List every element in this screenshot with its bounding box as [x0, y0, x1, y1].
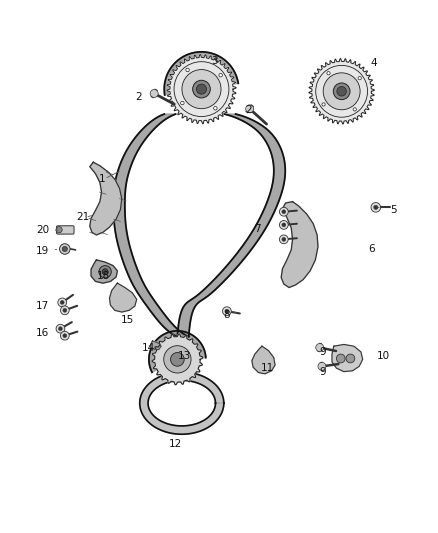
- Circle shape: [279, 235, 288, 244]
- Text: 3: 3: [211, 55, 218, 66]
- Polygon shape: [177, 114, 285, 336]
- Circle shape: [63, 334, 67, 338]
- Circle shape: [60, 244, 70, 254]
- Text: 15: 15: [120, 315, 134, 325]
- Circle shape: [60, 301, 64, 304]
- Circle shape: [323, 73, 360, 110]
- Circle shape: [279, 221, 288, 229]
- Circle shape: [371, 203, 381, 212]
- Polygon shape: [113, 114, 189, 336]
- Circle shape: [63, 308, 67, 312]
- Polygon shape: [110, 283, 137, 312]
- Text: 9: 9: [320, 347, 326, 357]
- Circle shape: [193, 80, 210, 98]
- Text: 19: 19: [36, 246, 49, 256]
- Text: 18: 18: [96, 271, 110, 281]
- Circle shape: [337, 86, 346, 96]
- Circle shape: [186, 68, 189, 72]
- Circle shape: [60, 306, 69, 314]
- Circle shape: [102, 269, 108, 275]
- Circle shape: [58, 298, 67, 307]
- Text: 6: 6: [368, 244, 374, 254]
- Text: 16: 16: [36, 328, 49, 338]
- Text: 10: 10: [377, 351, 390, 361]
- Circle shape: [180, 101, 184, 105]
- Circle shape: [219, 74, 223, 77]
- Circle shape: [56, 324, 65, 333]
- Polygon shape: [281, 201, 318, 287]
- Text: 14: 14: [142, 343, 155, 352]
- Circle shape: [322, 103, 325, 106]
- Polygon shape: [152, 334, 203, 385]
- Circle shape: [58, 327, 63, 330]
- Circle shape: [164, 346, 191, 373]
- Circle shape: [99, 265, 111, 278]
- Text: 4: 4: [370, 58, 377, 68]
- Circle shape: [182, 70, 221, 109]
- Circle shape: [282, 210, 286, 214]
- Polygon shape: [149, 331, 206, 372]
- Polygon shape: [90, 162, 122, 235]
- Circle shape: [62, 246, 67, 252]
- Text: 20: 20: [36, 225, 49, 235]
- Circle shape: [336, 354, 345, 363]
- Text: 13: 13: [177, 351, 191, 361]
- Circle shape: [346, 354, 355, 363]
- Circle shape: [282, 237, 286, 241]
- Circle shape: [358, 77, 361, 80]
- Circle shape: [56, 227, 62, 233]
- Text: 7: 7: [254, 224, 261, 235]
- Polygon shape: [309, 59, 374, 124]
- Text: 1: 1: [99, 174, 105, 184]
- Circle shape: [282, 223, 286, 227]
- Polygon shape: [252, 346, 275, 374]
- Circle shape: [246, 105, 254, 113]
- Text: 17: 17: [36, 301, 49, 311]
- Circle shape: [196, 84, 207, 94]
- Circle shape: [316, 344, 324, 352]
- Circle shape: [170, 352, 184, 366]
- Text: 2: 2: [136, 92, 142, 102]
- Circle shape: [60, 332, 69, 340]
- Polygon shape: [167, 54, 236, 124]
- Text: 9: 9: [320, 367, 326, 377]
- Circle shape: [150, 90, 158, 98]
- Circle shape: [318, 362, 326, 370]
- Circle shape: [333, 83, 350, 100]
- Text: 11: 11: [261, 363, 274, 373]
- Text: 2: 2: [245, 104, 252, 115]
- Circle shape: [279, 207, 288, 216]
- FancyBboxPatch shape: [57, 226, 74, 234]
- Circle shape: [353, 108, 357, 111]
- Polygon shape: [164, 52, 238, 95]
- Text: 8: 8: [223, 310, 230, 320]
- Circle shape: [223, 307, 231, 316]
- Polygon shape: [91, 260, 117, 283]
- Text: 12: 12: [169, 439, 182, 449]
- Circle shape: [327, 71, 330, 75]
- Text: 21: 21: [77, 213, 90, 222]
- Polygon shape: [150, 341, 161, 350]
- Circle shape: [225, 309, 229, 313]
- Text: 5: 5: [390, 205, 396, 215]
- Circle shape: [214, 107, 217, 110]
- Circle shape: [374, 205, 378, 209]
- Polygon shape: [140, 372, 224, 434]
- Polygon shape: [332, 344, 363, 372]
